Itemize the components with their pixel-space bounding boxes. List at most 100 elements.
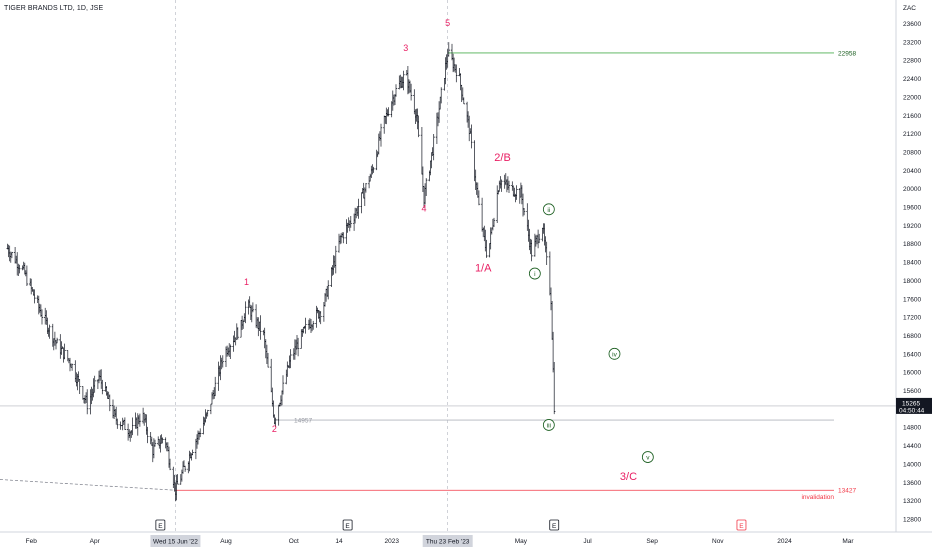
- ohlc-bar: [492, 217, 496, 227]
- ohlc-bar: [402, 70, 405, 91]
- crosshair-date-label: Thu 23 Feb '23: [426, 539, 470, 546]
- level-label: 14957: [294, 418, 312, 425]
- ohlc-bar: [266, 353, 270, 368]
- ohlc-bar: [108, 394, 111, 412]
- y-tick-label: 21600: [903, 113, 921, 120]
- wave-circle: [542, 203, 555, 216]
- ohlc-bar: [409, 83, 413, 101]
- ohlc-bar: [101, 379, 104, 395]
- y-tick-label: 22800: [903, 58, 921, 65]
- currency-label: ZAC: [903, 5, 916, 12]
- ohlc-bar: [500, 179, 503, 192]
- wave-circle: [641, 451, 654, 463]
- ohlc-bar: [432, 134, 435, 161]
- ohlc-bar: [63, 343, 66, 360]
- ohlc-bar: [244, 301, 247, 324]
- wave-label: 1/A: [475, 262, 492, 274]
- ohlc-bar: [538, 233, 541, 244]
- trendline[interactable]: [0, 479, 176, 491]
- x-tick-label: Nov: [712, 538, 724, 545]
- y-tick-label: 18800: [903, 241, 921, 248]
- wave-label: 4: [422, 204, 427, 214]
- ohlc-bar: [116, 418, 119, 429]
- wave-label: 5: [445, 18, 450, 28]
- ohlc-bar: [357, 198, 360, 219]
- y-tick-label: 16400: [903, 351, 921, 358]
- y-tick-label: 12800: [903, 517, 921, 524]
- y-tick-label: 22400: [903, 76, 921, 83]
- y-tick-label: 21200: [903, 131, 921, 138]
- earnings-marker[interactable]: [342, 519, 353, 531]
- ohlc-bar: [221, 355, 224, 368]
- ohlc-bar: [153, 439, 157, 447]
- ohlc-bar: [93, 375, 96, 393]
- wave-label: 3: [403, 43, 408, 53]
- ohlc-bar: [55, 337, 59, 344]
- x-tick-label: Feb: [26, 538, 38, 545]
- y-tick-label: 18000: [903, 278, 921, 285]
- x-tick-label: Mar: [842, 538, 854, 545]
- last-price-countdown: 04:50:44: [899, 407, 925, 414]
- ohlc-bar: [78, 379, 81, 394]
- earnings-marker[interactable]: [155, 519, 166, 531]
- ohlc-bar: [81, 386, 85, 400]
- wave-circle: [608, 347, 621, 360]
- y-tick-label: 16800: [903, 333, 921, 340]
- ohlc-bar: [274, 417, 277, 428]
- y-tick-label: 13200: [903, 498, 921, 505]
- ohlc-bar: [259, 315, 262, 340]
- earnings-marker[interactable]: [549, 519, 560, 531]
- ohlc-bar: [522, 208, 526, 216]
- ohlc-bar: [33, 289, 36, 304]
- ohlc-bar: [277, 404, 280, 426]
- ohlc-bar: [470, 124, 473, 149]
- ohlc-bar: [131, 417, 134, 436]
- ohlc-bar: [270, 358, 273, 393]
- ohlc-bar: [191, 449, 194, 456]
- earnings-marker[interactable]: [736, 519, 747, 531]
- y-tick-label: 16000: [903, 370, 921, 377]
- earnings-marker-label: E: [158, 523, 163, 530]
- wave-circle-label: i: [534, 271, 535, 278]
- x-tick-label: Sep: [646, 538, 658, 545]
- ohlc-bar: [447, 42, 450, 57]
- y-tick-label: 20000: [903, 186, 921, 193]
- crosshair-date-badge: [150, 535, 201, 547]
- last-price-value: 15265: [902, 400, 920, 407]
- ohlc-bar: [251, 302, 255, 313]
- ohlc-bar: [455, 64, 458, 83]
- y-tick-label: 19200: [903, 223, 921, 230]
- ohlc-bar: [209, 403, 213, 415]
- ohlc-bar: [507, 180, 511, 193]
- ohlc-bar: [480, 197, 484, 232]
- ohlc-bar: [123, 417, 127, 430]
- x-tick-label: Apr: [90, 538, 101, 545]
- x-tick-label: 2024: [777, 538, 792, 545]
- ohlc-bar: [379, 123, 383, 147]
- ohlc-bar: [214, 376, 217, 397]
- y-tick-label: 13600: [903, 480, 921, 487]
- ohlc-bar: [372, 166, 375, 173]
- y-tick-label: 17600: [903, 296, 921, 303]
- earnings-marker-label: E: [552, 523, 557, 530]
- x-tick-label: 14: [335, 538, 343, 545]
- ohlc-bar: [138, 413, 142, 427]
- ohlc-bar: [206, 409, 209, 417]
- ohlc-bar: [236, 327, 239, 340]
- crosshair-date-label: Wed 15 Jun '22: [153, 539, 198, 546]
- crosshair-date-badge: [422, 535, 473, 547]
- ohlc-bar: [176, 474, 179, 485]
- ohlc-bar: [48, 324, 51, 339]
- ohlc-bar: [304, 317, 307, 334]
- y-tick-label: 18400: [903, 260, 921, 267]
- ohlc-bar: [342, 232, 345, 244]
- wave-label: 1: [244, 277, 249, 287]
- ohlc-bar: [296, 337, 300, 357]
- ohlc-bar: [364, 183, 368, 193]
- ohlc-bar: [312, 320, 315, 330]
- ohlc-bar: [417, 115, 420, 138]
- chart-title: TIGER BRANDS LTD, 1D, JSE: [4, 5, 104, 12]
- ohlc-bar: [387, 107, 390, 117]
- ohlc-bar: [334, 245, 337, 274]
